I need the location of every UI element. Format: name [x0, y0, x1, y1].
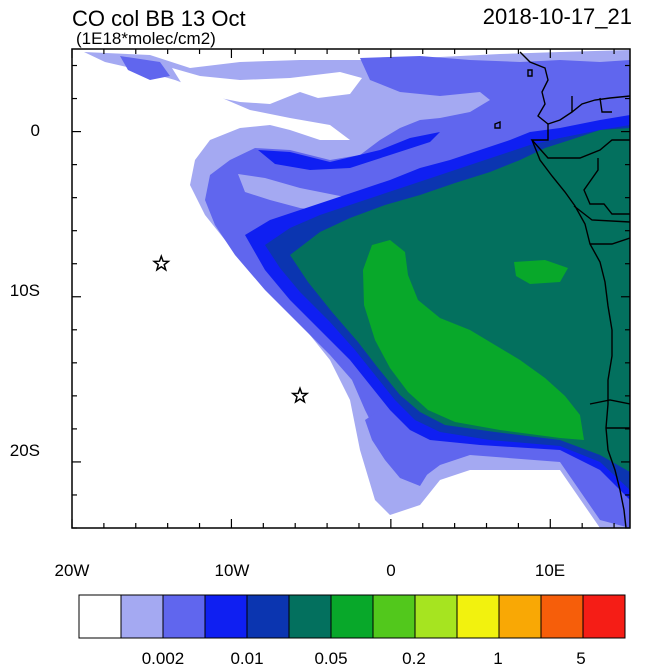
coastline-borders: [494, 51, 630, 528]
map-frame: [71, 48, 631, 529]
co-contour-level-2-south: [365, 410, 430, 486]
y-tick-label: 20S: [10, 441, 40, 460]
figure-title: CO col BB 13 Oct: [72, 6, 246, 31]
colorbar-swatch: [120, 594, 164, 639]
colorbar-labels: 0.002 0.01 0.05 0.2 1 5: [142, 649, 586, 667]
africa-coastline: [519, 51, 630, 528]
colorbar-swatch: [330, 594, 374, 639]
colorbar-label: 0.2: [402, 649, 426, 667]
marker-layer: [152, 253, 310, 404]
country-borders: [530, 96, 630, 429]
colorbar-swatch: [204, 594, 248, 639]
colorbar-label: 0.002: [142, 649, 185, 667]
colorbar-label: 0.05: [314, 649, 347, 667]
colorbar-swatch: [414, 594, 458, 639]
x-tick-label: 10E: [535, 561, 565, 580]
units-subtitle: (1E18*molec/cm2): [76, 29, 216, 48]
axis-ticks: [71, 49, 630, 529]
x-tick-label: 10W: [215, 561, 250, 580]
colorbar-label: 5: [576, 649, 585, 667]
colorbar-swatch: [456, 594, 500, 639]
y-tick-label: 0: [31, 121, 40, 140]
x-tick-label: 20W: [55, 561, 90, 580]
colorbar-label: 1: [493, 649, 502, 667]
star-marker: [290, 386, 310, 404]
colorbar-swatch: [540, 594, 584, 639]
co-clear-patch-north: [172, 68, 362, 104]
colorbar-swatch: [372, 594, 416, 639]
colorbar-swatch: [162, 594, 206, 639]
colorbar-swatch: [498, 594, 542, 639]
map-area: [72, 49, 630, 528]
y-axis-labels: 0 10S 20S: [10, 121, 40, 460]
timestamp-label: 2018-10-17_21: [483, 4, 632, 29]
colorbar-swatch: [78, 594, 122, 639]
y-tick-label: 10S: [10, 281, 40, 300]
colorbar-label: 0.01: [230, 649, 263, 667]
colorbar-swatch: [288, 594, 332, 639]
co-contour-level-6: [363, 240, 584, 440]
star-marker: [152, 253, 171, 272]
x-tick-label: 0: [386, 561, 395, 580]
colorbar-swatch: [582, 594, 626, 639]
bioko-island: [494, 120, 501, 129]
x-axis-labels: 20W 10W 0 10E: [55, 561, 566, 580]
coast-islet: [527, 69, 533, 77]
colorbar-swatch: [246, 594, 290, 639]
colorbar: [78, 594, 626, 639]
